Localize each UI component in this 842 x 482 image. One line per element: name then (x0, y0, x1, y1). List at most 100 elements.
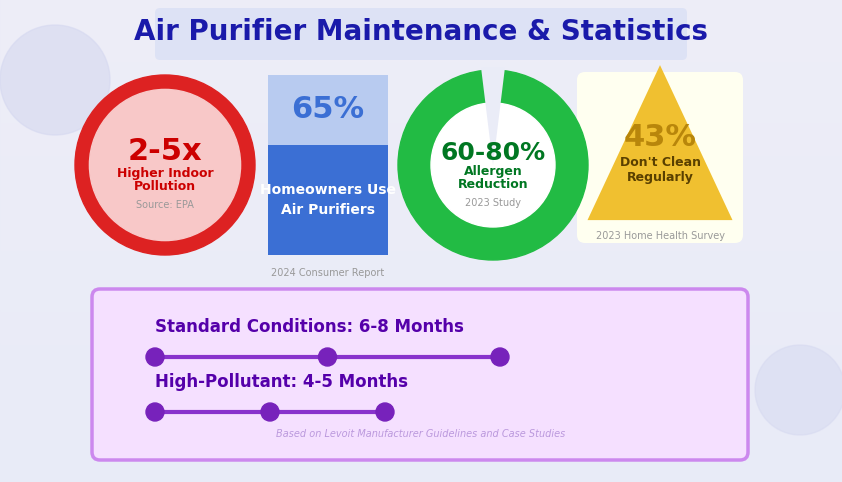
Bar (0, 162, 842, 163)
Bar (0, 332, 842, 333)
Bar (0, 377, 842, 378)
Bar (0, 293, 842, 294)
Bar (0, 382, 842, 383)
Bar (0, 313, 842, 314)
Bar (0, 239, 842, 240)
Bar (0, 125, 842, 126)
Bar (0, 278, 842, 279)
Bar (0, 310, 842, 311)
Bar (0, 324, 842, 325)
Bar (0, 70, 842, 71)
FancyBboxPatch shape (92, 289, 748, 460)
Bar (0, 414, 842, 415)
Bar (0, 113, 842, 114)
Circle shape (431, 103, 555, 227)
Bar (0, 439, 842, 440)
Bar (0, 194, 842, 195)
Bar (0, 282, 842, 283)
Bar (0, 112, 842, 113)
Bar (0, 465, 842, 466)
Bar (0, 309, 842, 310)
Bar (0, 177, 842, 178)
Bar (0, 436, 842, 437)
Bar (0, 147, 842, 148)
Bar (0, 308, 842, 309)
Bar (0, 100, 842, 101)
Bar (0, 250, 842, 251)
Bar (0, 387, 842, 388)
Text: Source: EPA: Source: EPA (136, 200, 194, 210)
Bar (0, 102, 842, 103)
Bar (0, 461, 842, 462)
Bar (0, 120, 842, 121)
Bar (0, 385, 842, 386)
Bar (0, 203, 842, 204)
Bar (0, 155, 842, 156)
Bar (0, 397, 842, 398)
Bar (0, 66, 842, 67)
Bar (0, 67, 842, 68)
Bar (0, 298, 842, 299)
Bar (0, 10, 842, 11)
Bar (0, 335, 842, 336)
Bar (0, 460, 842, 461)
Bar (0, 157, 842, 158)
Bar (0, 122, 842, 123)
Bar (0, 398, 842, 399)
Bar (0, 243, 842, 244)
Bar (0, 244, 842, 245)
Bar (0, 267, 842, 268)
Text: 2024 Consumer Report: 2024 Consumer Report (271, 268, 385, 278)
Circle shape (146, 403, 164, 421)
Bar (0, 103, 842, 104)
Bar (268, 145, 388, 255)
Bar (0, 93, 842, 94)
Bar (0, 374, 842, 375)
Circle shape (146, 348, 164, 366)
Bar (0, 401, 842, 402)
Bar (0, 220, 842, 221)
Bar (0, 412, 842, 413)
Bar (0, 333, 842, 334)
Bar (0, 317, 842, 318)
Bar (0, 458, 842, 459)
Bar (0, 24, 842, 25)
Bar (0, 5, 842, 6)
Bar (0, 264, 842, 265)
Bar (0, 160, 842, 161)
Polygon shape (588, 65, 733, 220)
Bar (0, 11, 842, 12)
Bar (0, 283, 842, 284)
Text: 2023 Home Health Survey: 2023 Home Health Survey (595, 231, 724, 241)
Bar (0, 356, 842, 357)
Bar (0, 16, 842, 17)
Circle shape (755, 345, 842, 435)
Bar (0, 370, 842, 371)
Bar (0, 246, 842, 247)
Bar (0, 199, 842, 200)
Bar (0, 266, 842, 267)
Bar (0, 463, 842, 464)
Bar (0, 367, 842, 368)
Bar (0, 232, 842, 233)
Bar (0, 183, 842, 184)
Bar (0, 471, 842, 472)
Bar (0, 454, 842, 455)
Text: High-Pollutant: 4-5 Months: High-Pollutant: 4-5 Months (155, 373, 408, 391)
Circle shape (75, 75, 255, 255)
Bar (0, 31, 842, 32)
Bar (0, 396, 842, 397)
Bar (0, 227, 842, 228)
Bar (0, 20, 842, 21)
Bar (0, 392, 842, 393)
Bar (0, 207, 842, 208)
Bar (0, 295, 842, 296)
Bar (0, 338, 842, 339)
Text: Reduction: Reduction (458, 178, 528, 191)
Bar (0, 315, 842, 316)
Bar (0, 440, 842, 441)
Bar (0, 88, 842, 89)
Bar (0, 9, 842, 10)
Bar (0, 196, 842, 197)
Bar (0, 109, 842, 110)
